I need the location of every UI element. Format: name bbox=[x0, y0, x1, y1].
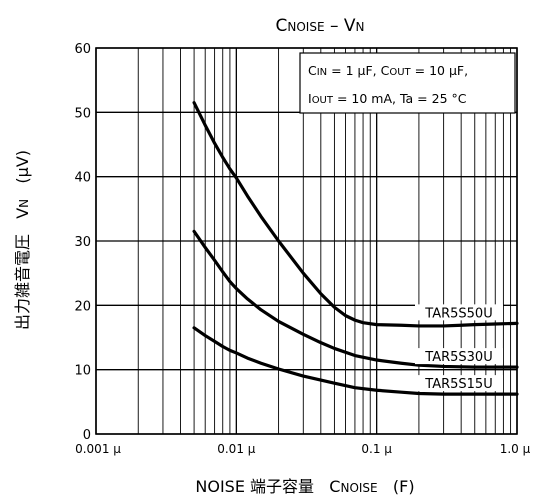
chart-title-tail: V bbox=[344, 16, 356, 36]
conditions-text-line1: CIN = 1 μF, COUT = 10 μF, bbox=[308, 63, 468, 78]
x-tick-label: 0.01 μ bbox=[217, 442, 256, 456]
x-axis-title-prefix: NOISE 端子容量 bbox=[195, 477, 314, 496]
y-axis-title-sub: N bbox=[17, 199, 31, 208]
x-tick-label: 0.1 μ bbox=[361, 442, 392, 456]
x-axis-title-sub: NOISE bbox=[340, 481, 377, 495]
series-label-background bbox=[415, 348, 503, 365]
tick-layer: 0.001 μ 0.01 μ 0.1 μ 1.0 μ 0 10 20 30 40 50 60 bbox=[74, 42, 530, 456]
conditions-segment: = 10 μF, bbox=[411, 63, 468, 78]
conditions-segment: I bbox=[308, 91, 312, 106]
x-axis-title: NOISE 端子容量 CNOISE (F) bbox=[195, 477, 414, 496]
series-line-tar5s30u bbox=[192, 229, 519, 369]
series-label: TAR5S50U bbox=[424, 306, 492, 321]
conditions-segment: = 1 μF, C bbox=[327, 63, 389, 78]
series-label: TAR5S30U bbox=[424, 350, 492, 365]
y-tick-label: 60 bbox=[74, 42, 91, 57]
conditions-segment: OUT bbox=[389, 67, 411, 78]
chart-title-separator: – bbox=[325, 16, 344, 36]
y-axis-title: 出力雑音電圧 VN (μV) bbox=[13, 150, 32, 330]
chart-title-main: C bbox=[276, 16, 288, 36]
plot-frame bbox=[95, 47, 518, 435]
chart-title-tail-sub: N bbox=[356, 20, 365, 34]
y-tick-label: 0 bbox=[83, 428, 91, 443]
conditions-text-line2: IOUT = 10 mA, Ta = 25 °C bbox=[308, 91, 467, 106]
chart-title-main-sub: NOISE bbox=[287, 20, 324, 34]
y-axis-title-gap2 bbox=[13, 184, 32, 199]
y-tick-label: 10 bbox=[74, 364, 91, 379]
series-label: TAR5S15U bbox=[424, 377, 492, 392]
y-tick-label: 50 bbox=[74, 106, 91, 121]
x-axis-title-sym: C bbox=[329, 477, 340, 496]
y-tick-label: 40 bbox=[74, 171, 91, 186]
y-axis-title-sym: V bbox=[13, 208, 32, 219]
y-tick-label: 20 bbox=[74, 299, 91, 314]
series-label-background bbox=[415, 304, 503, 321]
y-axis-title-gap bbox=[13, 219, 32, 234]
conditions-segment: OUT bbox=[312, 95, 334, 106]
conditions-segment: C bbox=[308, 63, 317, 78]
y-tick-label: 30 bbox=[74, 235, 91, 250]
y-axis-title-unit: (μV) bbox=[13, 150, 32, 184]
x-tick-label: 1.0 μ bbox=[500, 442, 531, 456]
chart-title: CNOISE – VN bbox=[276, 16, 365, 36]
series-line-tar5s15u bbox=[192, 326, 519, 396]
conditions-box bbox=[299, 52, 516, 114]
x-axis-title-unit: (F) bbox=[393, 477, 415, 496]
frame-layer bbox=[95, 47, 518, 435]
series-label-background bbox=[415, 375, 503, 392]
conditions-segment: IN bbox=[317, 67, 327, 78]
conditions-segment: = 10 mA, Ta = 25 °C bbox=[333, 91, 467, 106]
x-axis-title-gap bbox=[314, 477, 329, 496]
series-line-tar5s50u bbox=[192, 101, 519, 328]
y-axis-title-prefix: 出力雑音電圧 bbox=[13, 234, 32, 330]
curve-layer: TAR5S50U TAR5S30U TAR5S15U bbox=[192, 101, 519, 396]
annotation-layer: CIN = 1 μF, COUT = 10 μF,IOUT = 10 mA, T… bbox=[299, 52, 516, 114]
x-axis-title-gap2 bbox=[378, 477, 393, 496]
x-tick-label: 0.001 μ bbox=[75, 442, 121, 456]
